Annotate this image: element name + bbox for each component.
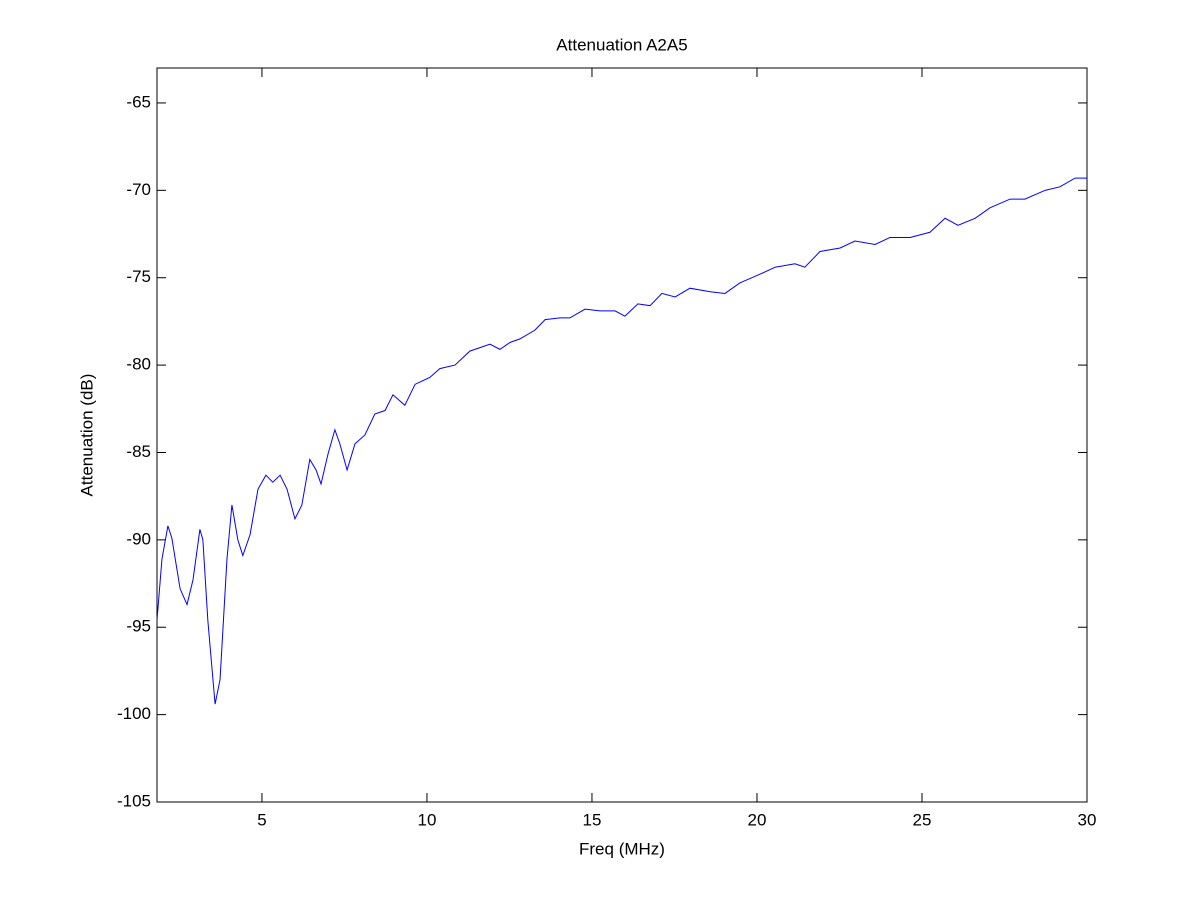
x-tick-label: 5 bbox=[257, 810, 266, 829]
x-tick-label: 25 bbox=[913, 810, 932, 829]
x-tick-label: 10 bbox=[417, 810, 436, 829]
x-tick-label: 15 bbox=[583, 810, 602, 829]
y-tick-label: -95 bbox=[126, 617, 151, 636]
line-series bbox=[156, 177, 1087, 705]
y-axis-label: Attenuation (dB) bbox=[77, 374, 96, 497]
plot-area bbox=[156, 67, 1088, 803]
y-tick-label: -90 bbox=[126, 529, 151, 548]
y-tick-label: -70 bbox=[126, 180, 151, 199]
y-tick-label: -105 bbox=[117, 791, 151, 810]
y-tick-label: -85 bbox=[126, 442, 151, 461]
x-axis-label: Freq (MHz) bbox=[579, 839, 665, 858]
chart-title: Attenuation A2A5 bbox=[556, 35, 687, 54]
y-tick-label: -65 bbox=[126, 92, 151, 111]
y-tick-label: -75 bbox=[126, 267, 151, 286]
y-tick-label: -100 bbox=[117, 704, 151, 723]
y-tick-label: -80 bbox=[126, 355, 151, 374]
x-tick-label: 30 bbox=[1078, 810, 1097, 829]
x-tick-label: 20 bbox=[748, 810, 767, 829]
